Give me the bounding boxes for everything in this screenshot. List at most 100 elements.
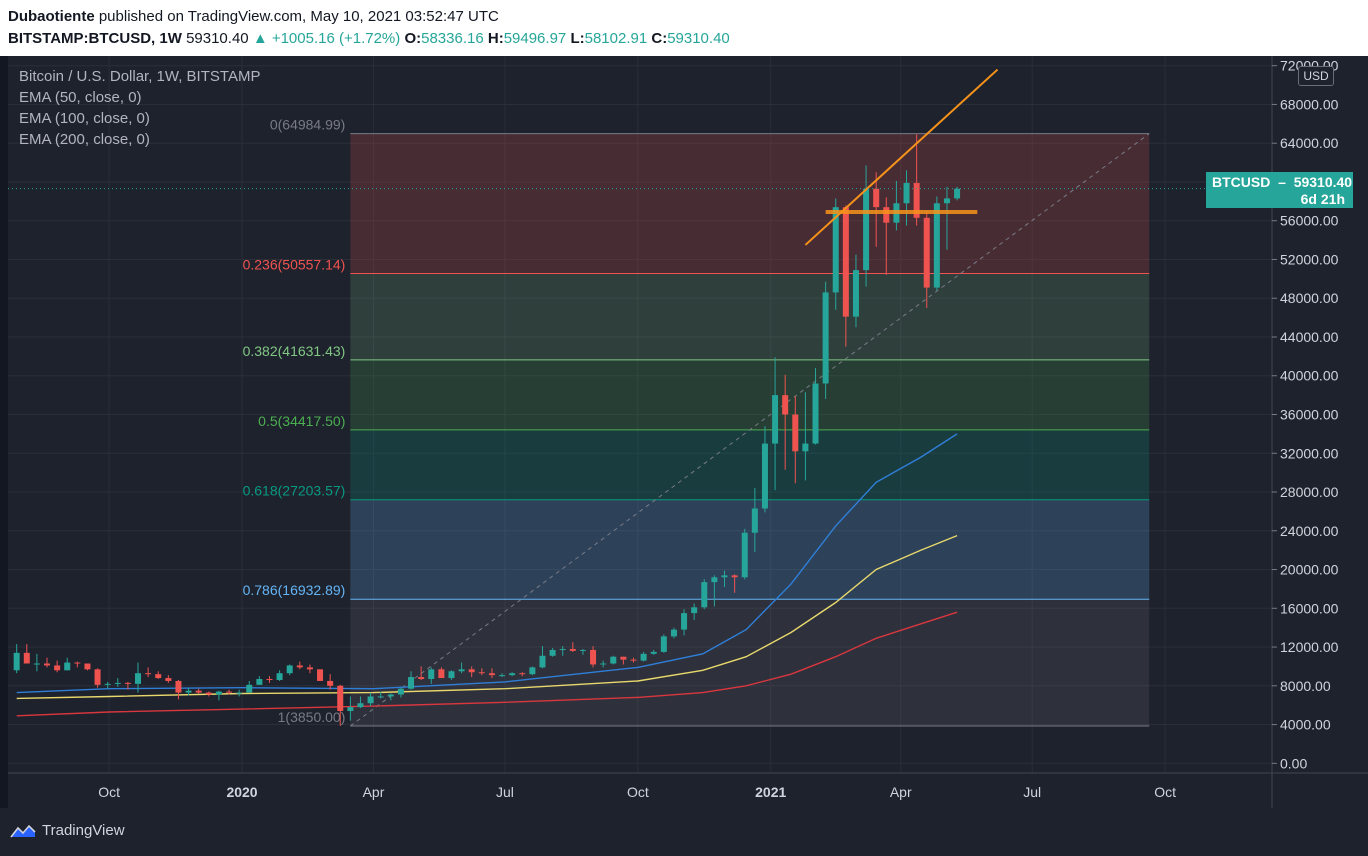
fib-zone-0.786 bbox=[350, 599, 1150, 727]
price-tag-line: BTCUSD – 59310.40 bbox=[1212, 174, 1353, 190]
candle-body bbox=[842, 207, 849, 317]
candle-body bbox=[195, 690, 202, 693]
price-tick-label: 12000.00 bbox=[1280, 639, 1339, 655]
author-name[interactable]: Dubaotiente bbox=[8, 8, 95, 25]
candle-body bbox=[883, 207, 890, 223]
price-tick-label: 0.00 bbox=[1280, 755, 1307, 771]
candle-body bbox=[954, 188, 961, 199]
candle-body bbox=[155, 674, 162, 679]
legend-title[interactable]: Bitcoin / U.S. Dollar, 1W, BITSTAMP bbox=[19, 68, 261, 85]
last-price: 59310.40 bbox=[186, 30, 249, 47]
tradingview-brand[interactable]: TradingView bbox=[10, 822, 125, 839]
candle-body bbox=[660, 636, 667, 652]
price-tick-label: 28000.00 bbox=[1280, 484, 1339, 500]
price-tick-label: 4000.00 bbox=[1280, 717, 1331, 733]
chart-area[interactable]: 0(64984.99) 0.236(50557.14) 0.382(41631.43… bbox=[8, 56, 1368, 808]
candle-body bbox=[529, 667, 536, 675]
candle-body bbox=[569, 648, 576, 651]
candle-body bbox=[579, 649, 586, 651]
candle-body bbox=[84, 663, 91, 670]
tradingview-logo-icon bbox=[10, 824, 36, 837]
candle-body bbox=[13, 652, 20, 671]
price-tick-label: 48000.00 bbox=[1280, 290, 1339, 306]
candle-body bbox=[478, 672, 485, 674]
price-tick-label: 56000.00 bbox=[1280, 213, 1339, 229]
candle-body bbox=[54, 665, 61, 671]
fib-trend-line[interactable] bbox=[350, 133, 1150, 727]
ohlc-line: BITSTAMP:BTCUSD, 1W 59310.40 ▲ +1005.16 … bbox=[8, 30, 730, 47]
fib-zone-0.618 bbox=[350, 499, 1150, 600]
candle-body bbox=[923, 217, 930, 288]
currency-button[interactable]: USD bbox=[1298, 66, 1334, 86]
candle-body bbox=[317, 669, 324, 681]
legend-ema200[interactable]: EMA (200, close, 0) bbox=[19, 131, 150, 148]
symbol-label: BITSTAMP:BTCUSD, 1W bbox=[8, 30, 182, 47]
price-tag-countdown: 6d 21h bbox=[1300, 191, 1345, 207]
price-tick-label: 8000.00 bbox=[1280, 678, 1331, 694]
candle-body bbox=[549, 649, 556, 656]
candle-body bbox=[165, 678, 172, 681]
candle-body bbox=[266, 679, 273, 681]
candle-body bbox=[33, 663, 40, 665]
fib-zone-0.5 bbox=[350, 429, 1150, 500]
legend-ema100[interactable]: EMA (100, close, 0) bbox=[19, 110, 150, 127]
candle-body bbox=[135, 673, 142, 684]
time-tick-label: Oct bbox=[1154, 784, 1176, 800]
price-tick-label: 20000.00 bbox=[1280, 562, 1339, 578]
candle-body bbox=[559, 648, 566, 650]
candle-body bbox=[812, 383, 819, 444]
candle-body bbox=[903, 182, 910, 204]
fib-level-label: 0(64984.99) bbox=[270, 117, 346, 133]
fib-level-label: 1(3850.00) bbox=[278, 709, 346, 725]
candle-body bbox=[873, 188, 880, 208]
fib-level-label: 0.236(50557.14) bbox=[243, 256, 346, 272]
candle-body bbox=[236, 692, 243, 694]
publish-line: Dubaotiente published on TradingView.com… bbox=[8, 8, 499, 25]
low-label: L: bbox=[570, 30, 585, 47]
candle-body bbox=[337, 685, 344, 711]
price-tick-label: 64000.00 bbox=[1280, 135, 1339, 151]
time-tick-label: Oct bbox=[98, 784, 120, 800]
time-tick-label: Jul bbox=[496, 784, 514, 800]
candle-body bbox=[145, 673, 152, 675]
candle-body bbox=[670, 629, 677, 637]
candle-body bbox=[296, 665, 303, 668]
candle-body bbox=[175, 680, 182, 693]
price-tag-price: 59310.40 bbox=[1293, 174, 1353, 190]
last-price-tag: BTCUSD – 59310.40 6d 21h bbox=[1206, 172, 1353, 208]
price-tick-label: 44000.00 bbox=[1280, 329, 1339, 345]
candle-body bbox=[751, 508, 758, 533]
candle-body bbox=[640, 653, 647, 661]
price-chart[interactable]: 0(64984.99) 0.236(50557.14) 0.382(41631.43… bbox=[8, 56, 1368, 808]
fib-level-label: 0.382(41631.43) bbox=[243, 343, 346, 359]
candle-body bbox=[23, 652, 30, 664]
legend-ema50[interactable]: EMA (50, close, 0) bbox=[19, 89, 142, 106]
time-tick-label: 2020 bbox=[226, 784, 257, 800]
candle-body bbox=[327, 680, 334, 686]
candle-body bbox=[741, 532, 748, 578]
open-label: O: bbox=[404, 30, 422, 47]
candle-body bbox=[74, 662, 81, 664]
price-tick-label: 16000.00 bbox=[1280, 600, 1339, 616]
candle-body bbox=[438, 669, 445, 679]
chart-legend: Bitcoin / U.S. Dollar, 1W, BITSTAMP EMA … bbox=[19, 66, 260, 150]
candle-body bbox=[458, 669, 465, 672]
price-tick-label: 24000.00 bbox=[1280, 523, 1339, 539]
candle-body bbox=[468, 669, 475, 673]
candle-body bbox=[701, 582, 708, 608]
price-tick-label: 36000.00 bbox=[1280, 407, 1339, 423]
header-bar: Dubaotiente published on TradingView.com… bbox=[0, 0, 1368, 56]
candle-body bbox=[114, 682, 121, 684]
candle-body bbox=[933, 203, 940, 288]
candle-body bbox=[185, 690, 192, 693]
candle-body bbox=[772, 395, 779, 444]
orange-trendline[interactable] bbox=[804, 68, 999, 246]
price-tick-label: 68000.00 bbox=[1280, 96, 1339, 112]
fib-zone-0 bbox=[350, 133, 1150, 274]
candle-body bbox=[681, 613, 688, 630]
candle-body bbox=[448, 671, 455, 679]
candle-body bbox=[64, 662, 71, 671]
candle-body bbox=[792, 414, 799, 452]
close-value: 59310.40 bbox=[667, 30, 730, 47]
candle-body bbox=[721, 575, 728, 578]
